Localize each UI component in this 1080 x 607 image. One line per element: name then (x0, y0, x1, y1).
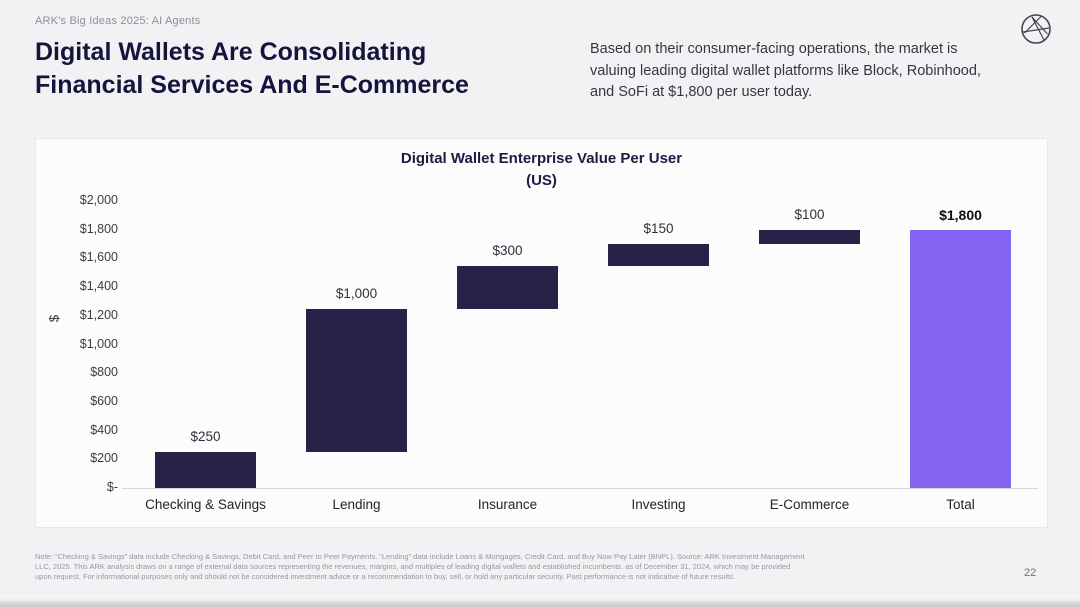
bar-e-commerce (759, 229, 860, 245)
x-category-label-lending: Lending (332, 497, 381, 512)
bar-checking-savings (155, 452, 256, 488)
slide-title-line1: Digital Wallets Are Consolidating (35, 38, 427, 66)
page-number: 22 (1024, 567, 1037, 579)
y-tick-label: $2,000 (79, 193, 118, 207)
chart-card: Digital Wallet Enterprise Value Per User… (35, 138, 1048, 528)
slide-title-line2: Financial Services And E-Commerce (35, 71, 469, 99)
bar-lending (306, 308, 407, 453)
bar-total (910, 229, 1011, 488)
plot-area: $250 $1,000 $300 $150 $100 $1,800 (122, 201, 1038, 489)
x-category-label-total: Total (946, 497, 975, 512)
x-category-label-insurance: Insurance (477, 497, 538, 512)
y-tick-label: $1,000 (79, 336, 118, 351)
y-tick-label: $1,600 (79, 250, 118, 265)
footnote: Note: “Checking & Savings” data include … (35, 552, 805, 582)
y-tick-label: $- (106, 480, 118, 494)
bottom-progress-strip (0, 595, 1080, 607)
chart-subtitle: (US) (526, 172, 557, 189)
footnote-line-3: upon request. For informational purposes… (35, 572, 736, 581)
bar-value-label-insurance: $300 (492, 242, 523, 258)
y-tick-label: $1,200 (79, 307, 118, 322)
bar-insurance (457, 265, 558, 309)
y-tick-label: $200 (90, 451, 118, 466)
slide-title: Digital Wallets Are Consolidating Financ… (35, 36, 469, 102)
x-axis-line (122, 488, 1038, 489)
y-tick-label: $600 (90, 393, 118, 408)
x-category-label-e-commerce: E-Commerce (769, 497, 850, 512)
ark-logo-icon (1021, 14, 1051, 44)
intro-paragraph: Based on their consumer-facing operation… (590, 41, 981, 100)
slide-kicker: ARK's Big Ideas 2025: AI Agents (35, 15, 201, 27)
y-tick-label: $800 (90, 365, 118, 380)
y-tick-label: $1,800 (79, 221, 118, 236)
bar-investing (608, 244, 709, 266)
y-tick-label: $1,400 (79, 279, 118, 294)
bar-value-label-checking-savings: $250 (190, 429, 221, 445)
x-category-label-checking-savings: Checking & Savings (145, 497, 266, 512)
footnote-line-1: Note: “Checking & Savings” data include … (35, 552, 805, 561)
bar-value-label-investing: $150 (643, 221, 674, 237)
y-tick-label: $400 (90, 422, 118, 437)
x-axis-category-labels: Checking & Savings Lending Insurance Invest… (130, 497, 1036, 512)
footnote-line-2: LLC, 2025. This ARK analysis draws on a … (35, 562, 791, 571)
bar-value-label-e-commerce: $100 (794, 206, 825, 222)
chart-title: Digital Wallet Enterprise Value Per User (400, 150, 683, 167)
x-category-label-investing: Investing (631, 497, 686, 512)
bar-value-label-total: $1,800 (939, 206, 982, 223)
bar-value-label-lending: $1,000 (335, 285, 378, 301)
